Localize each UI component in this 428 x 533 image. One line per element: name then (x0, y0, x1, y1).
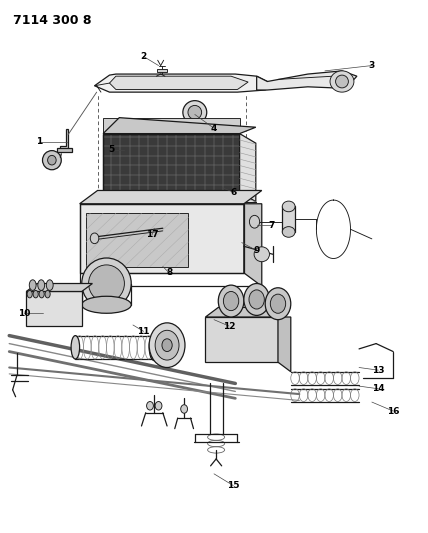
Polygon shape (26, 292, 82, 326)
Text: 3: 3 (369, 61, 375, 70)
Text: 8: 8 (166, 269, 172, 277)
Ellipse shape (46, 280, 53, 290)
Text: 17: 17 (146, 230, 158, 239)
Text: 4: 4 (211, 124, 217, 133)
Ellipse shape (162, 339, 172, 352)
Polygon shape (110, 76, 248, 90)
Ellipse shape (249, 290, 265, 309)
Ellipse shape (244, 284, 270, 316)
Ellipse shape (42, 151, 61, 169)
Polygon shape (80, 204, 244, 273)
Polygon shape (205, 317, 278, 362)
Text: 6: 6 (230, 188, 236, 197)
Ellipse shape (265, 288, 291, 320)
Polygon shape (57, 149, 72, 152)
Ellipse shape (48, 156, 56, 165)
Ellipse shape (254, 247, 270, 262)
Ellipse shape (45, 290, 50, 298)
Polygon shape (205, 308, 291, 317)
Text: 13: 13 (372, 366, 384, 375)
Polygon shape (86, 213, 188, 266)
Ellipse shape (90, 233, 99, 244)
Ellipse shape (82, 258, 131, 309)
Ellipse shape (147, 401, 153, 410)
Polygon shape (157, 69, 166, 72)
Ellipse shape (71, 336, 80, 359)
Text: 11: 11 (137, 327, 150, 336)
Ellipse shape (183, 101, 207, 124)
Text: 12: 12 (223, 321, 235, 330)
Polygon shape (26, 284, 92, 292)
Ellipse shape (330, 71, 354, 92)
Ellipse shape (188, 106, 202, 119)
Text: 10: 10 (18, 309, 30, 318)
Ellipse shape (282, 201, 295, 212)
Polygon shape (95, 74, 268, 92)
Text: 16: 16 (387, 407, 399, 416)
Ellipse shape (155, 401, 162, 410)
Ellipse shape (27, 290, 32, 298)
Polygon shape (278, 317, 291, 372)
Ellipse shape (250, 215, 260, 228)
Text: 7114 300 8: 7114 300 8 (14, 14, 92, 27)
Text: 14: 14 (372, 384, 384, 393)
Polygon shape (240, 134, 256, 201)
Polygon shape (80, 190, 262, 204)
Text: 2: 2 (140, 52, 147, 61)
Polygon shape (103, 118, 256, 134)
Text: 1: 1 (36, 137, 42, 146)
Polygon shape (244, 204, 262, 286)
Ellipse shape (336, 75, 348, 88)
Text: 7: 7 (268, 221, 275, 230)
Text: 5: 5 (108, 145, 115, 154)
Polygon shape (103, 134, 240, 192)
Text: 15: 15 (227, 481, 239, 490)
Ellipse shape (33, 290, 38, 298)
Ellipse shape (89, 265, 125, 302)
Ellipse shape (149, 323, 185, 368)
Ellipse shape (181, 405, 187, 413)
Ellipse shape (29, 280, 36, 290)
Ellipse shape (149, 334, 159, 361)
Polygon shape (282, 206, 295, 232)
Polygon shape (103, 118, 240, 134)
Ellipse shape (218, 285, 244, 317)
Polygon shape (257, 71, 357, 90)
Text: 9: 9 (253, 246, 260, 255)
Ellipse shape (223, 292, 239, 311)
Ellipse shape (270, 294, 285, 313)
Ellipse shape (82, 296, 131, 313)
Ellipse shape (39, 290, 44, 298)
Ellipse shape (282, 227, 295, 237)
Ellipse shape (155, 330, 179, 360)
Polygon shape (60, 130, 68, 150)
Ellipse shape (38, 280, 45, 290)
